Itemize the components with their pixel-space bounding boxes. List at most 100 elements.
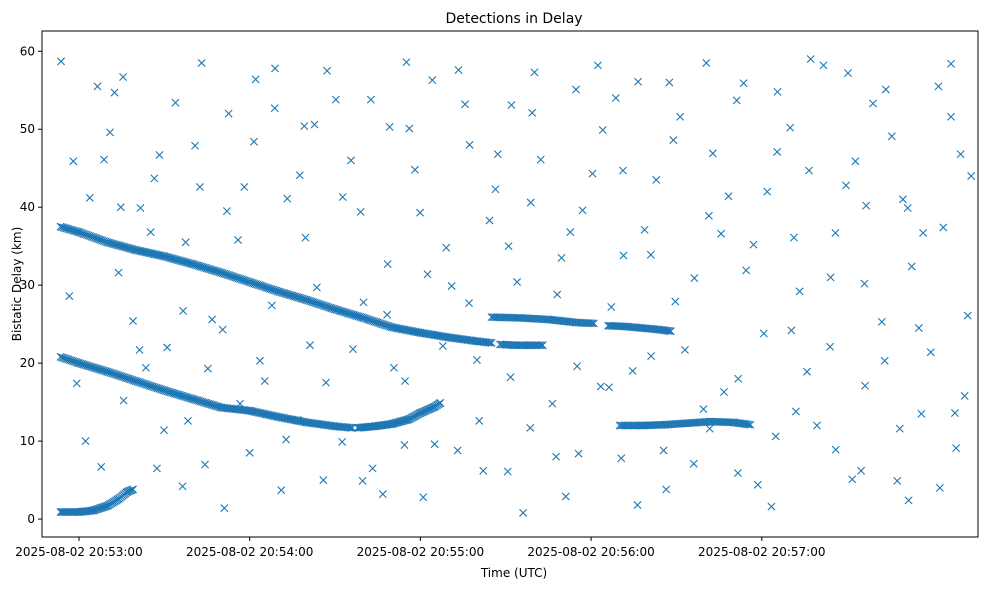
data-point-track-h	[744, 420, 753, 429]
data-point	[803, 367, 812, 376]
data-point	[402, 58, 411, 67]
data-point	[110, 88, 119, 97]
data-point	[454, 65, 463, 74]
data-point	[611, 94, 620, 103]
data-point-track-a	[115, 241, 124, 250]
data-point	[236, 399, 244, 408]
data-point	[759, 329, 768, 338]
data-point	[553, 290, 562, 299]
data-point	[926, 348, 935, 357]
data-point	[401, 377, 410, 386]
data-point-track-a	[73, 227, 82, 236]
data-point-track-a	[161, 252, 170, 261]
data-point-track-a	[406, 326, 415, 335]
data-point	[530, 68, 539, 77]
data-point	[203, 364, 212, 373]
data-point	[857, 466, 866, 475]
data-point-track-f	[522, 341, 531, 350]
data-point-track-b	[274, 412, 283, 421]
data-point	[385, 122, 394, 131]
data-point	[491, 185, 500, 194]
data-point	[179, 306, 188, 315]
data-point	[593, 61, 602, 70]
data-point	[552, 452, 561, 461]
data-point	[119, 396, 128, 405]
data-point-track-c	[402, 416, 411, 425]
data-point	[851, 157, 860, 166]
data-point-track-a	[168, 254, 177, 263]
data-point	[485, 216, 494, 225]
y-tick-label: 0	[27, 512, 35, 526]
y-tick-label: 40	[20, 200, 35, 214]
data-point-track-b	[247, 407, 256, 416]
data-point	[106, 128, 114, 137]
data-point	[652, 175, 661, 184]
data-point	[519, 508, 528, 517]
data-point	[473, 356, 481, 365]
data-point	[561, 492, 570, 501]
data-point	[195, 182, 204, 191]
data-point-track-b	[346, 423, 355, 432]
data-point	[526, 423, 535, 432]
data-point	[300, 122, 309, 131]
data-point	[430, 440, 439, 449]
data-point	[618, 166, 627, 175]
data-point	[423, 270, 432, 279]
data-point-track-b	[264, 410, 273, 419]
data-point-track-b	[348, 423, 357, 432]
y-axis-label: Bistatic Delay (km)	[10, 227, 24, 342]
data-point-track-a	[125, 244, 134, 253]
data-point	[160, 426, 169, 435]
data-point	[952, 444, 961, 453]
data-point-track-b	[248, 407, 257, 416]
data-point-track-b	[291, 416, 300, 425]
data-point	[887, 132, 896, 141]
chart-title: Detections in Delay	[445, 11, 582, 27]
data-point	[321, 378, 330, 387]
data-point-track-a	[485, 338, 494, 347]
data-point-track-g	[666, 327, 675, 336]
data-point-track-b	[281, 414, 290, 423]
data-point-track-e	[589, 319, 598, 328]
data-point	[383, 310, 392, 319]
data-point	[310, 120, 319, 129]
data-point	[183, 416, 192, 425]
data-point	[763, 187, 772, 196]
data-point-track-a	[487, 338, 496, 347]
data-point-track-b	[256, 409, 265, 418]
data-point	[963, 311, 972, 320]
data-point	[57, 57, 66, 66]
data-point-track-b	[245, 406, 254, 415]
data-point-track-b	[258, 409, 267, 418]
data-point	[862, 201, 871, 210]
data-point	[919, 228, 928, 237]
y-tick-label: 20	[20, 356, 35, 370]
data-point	[732, 96, 741, 105]
data-point	[842, 181, 850, 190]
data-point	[647, 352, 656, 361]
data-point-track-a	[136, 247, 145, 256]
data-point	[146, 228, 155, 237]
data-point-track-a	[122, 243, 131, 252]
data-point	[898, 195, 907, 204]
data-point	[503, 467, 512, 476]
data-point	[220, 504, 229, 513]
data-point	[283, 194, 292, 203]
data-point-track-b	[251, 408, 260, 417]
data-point-track-a	[106, 239, 115, 248]
data-point	[806, 55, 815, 64]
x-tick-label: 2025-08-02 20:56:00	[527, 545, 654, 559]
data-point-track-a	[135, 246, 144, 255]
data-point	[843, 69, 852, 78]
data-point	[249, 137, 258, 146]
data-point	[605, 383, 613, 392]
data-point	[405, 124, 414, 133]
data-point-track-b	[277, 413, 286, 422]
data-point-track-a	[114, 241, 123, 250]
data-point	[671, 297, 680, 306]
data-point-track-a	[175, 256, 184, 265]
y-tick-label: 30	[20, 278, 35, 292]
data-point-track-e	[586, 319, 595, 328]
data-point-track-a	[177, 257, 186, 266]
data-point	[574, 449, 583, 458]
